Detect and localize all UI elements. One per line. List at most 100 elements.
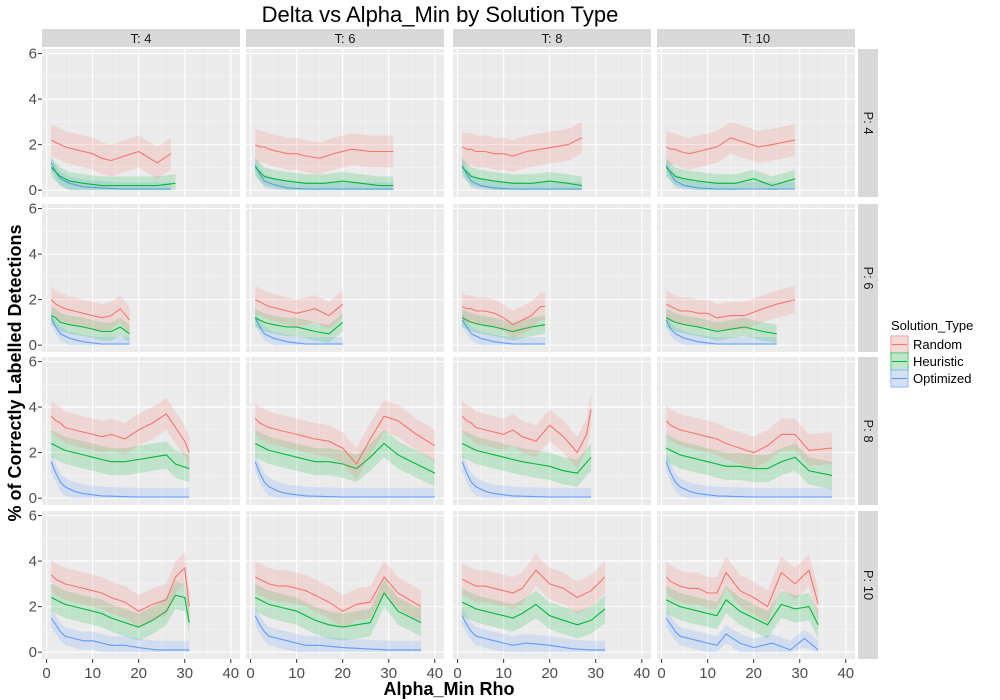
x-tick-label: 20 (130, 665, 147, 682)
series-line-random (461, 569, 606, 599)
row-strip-p6 (858, 204, 878, 352)
ribbon-optimized (462, 606, 605, 653)
ribbon-optimized (51, 311, 130, 346)
series-line-random (461, 305, 546, 326)
panel-background (246, 204, 444, 352)
panel-p10-t10 (657, 511, 855, 659)
series-line-optimized (461, 461, 592, 498)
x-tick-label: 0 (657, 665, 665, 682)
x-tick-label: 20 (541, 665, 558, 682)
panel-background (453, 49, 651, 197)
panel-background (246, 49, 444, 197)
y-tick-label: 4 (29, 91, 37, 108)
row-strip-label: P: 10 (861, 570, 876, 600)
legend: Solution_Type Random Heuristic Optimized (890, 318, 973, 388)
series-line-heuristic (254, 317, 344, 335)
ribbon-random (666, 404, 832, 469)
panel-p6-t10 (657, 204, 855, 352)
row-strip-label: P: 4 (861, 111, 876, 134)
column-strip-t4 (42, 29, 240, 47)
panel-p8-t10 (657, 357, 855, 505)
series-line-optimized (254, 164, 394, 190)
ribbon-random (666, 554, 819, 623)
panel-background (657, 204, 855, 352)
ribbon-random (462, 393, 592, 469)
legend-title: Solution_Type (891, 318, 973, 333)
ribbon-random (462, 292, 546, 339)
series-line-heuristic (50, 167, 176, 187)
ribbon-optimized (462, 158, 582, 191)
y-tick-label: 0 (29, 337, 37, 354)
ribbon-heuristic (255, 308, 343, 343)
ribbon-heuristic (666, 308, 777, 343)
x-tick-label: 30 (176, 665, 193, 682)
ribbon-heuristic (462, 429, 592, 487)
series-line-random (665, 420, 833, 454)
legend-entry-label: Heuristic (913, 354, 964, 369)
y-tick-label: 4 (29, 246, 37, 263)
series-line-heuristic (50, 315, 130, 335)
x-tick-label: 30 (380, 665, 397, 682)
series-line-random (665, 137, 796, 155)
series-line-optimized (461, 319, 546, 345)
ribbon-heuristic (462, 588, 605, 639)
series-line-optimized (665, 461, 832, 498)
ribbon-optimized (666, 608, 819, 653)
ribbon-optimized (255, 606, 421, 653)
ribbon-optimized (255, 452, 435, 499)
x-axis-title: Alpha_Min Rho (384, 679, 515, 699)
ribbon-optimized (51, 156, 171, 191)
y-tick-label: 4 (29, 553, 37, 570)
series-line-optimized (665, 319, 777, 345)
panel-background (42, 204, 240, 352)
panel-p4-t4 (42, 49, 240, 197)
series-line-optimized (50, 617, 190, 651)
ribbon-optimized (462, 313, 546, 346)
panel-p4-t6 (246, 49, 444, 197)
legend-entry-label: Optimized (913, 371, 972, 386)
panel-p8-t4 (42, 357, 240, 505)
ribbon-heuristic (51, 158, 176, 191)
ribbon-random (255, 286, 343, 330)
row-strip-label: P: 8 (861, 419, 876, 442)
series-line-heuristic (665, 167, 796, 187)
x-tick-label: 40 (837, 665, 854, 682)
series-line-random (50, 299, 130, 321)
panel-background (453, 357, 651, 505)
y-tick-label: 0 (29, 182, 37, 199)
panels-layer: T: 4 T: 6 T: 8 T: 10P: 4P: 6P: 8P: 10024602… (29, 29, 878, 682)
x-tick-label: 10 (288, 665, 305, 682)
ribbon-optimized (666, 313, 777, 346)
y-tick-label: 2 (29, 599, 37, 616)
ribbon-optimized (51, 452, 190, 499)
panel-background (42, 49, 240, 197)
series-line-heuristic (461, 317, 546, 333)
x-tick-label: 10 (699, 665, 716, 682)
series-line-random (254, 299, 344, 317)
column-strip-t8 (453, 29, 651, 47)
y-tick-label: 0 (29, 490, 37, 507)
series-line-heuristic (665, 317, 777, 335)
row-strip-p4 (858, 49, 878, 197)
series-line-heuristic (461, 443, 592, 474)
series-line-heuristic (50, 594, 190, 628)
chart-title: Delta vs Alpha_Min by Solution Type (262, 2, 619, 27)
ribbon-heuristic (51, 306, 130, 343)
series-line-optimized (665, 164, 796, 190)
x-tick-label: 40 (222, 665, 239, 682)
panel-background (42, 357, 240, 505)
x-tick-label: 40 (633, 665, 650, 682)
ribbon-random (462, 554, 605, 614)
y-tick-label: 2 (29, 137, 37, 154)
ribbon-random (255, 561, 421, 628)
ribbon-optimized (51, 608, 190, 653)
panel-p6-t6 (246, 204, 444, 352)
panel-background (657, 511, 855, 659)
row-strip-p10 (858, 511, 878, 659)
column-strip-label: T: 8 (542, 31, 563, 46)
series-line-random (50, 413, 190, 453)
x-tick-label: 30 (791, 665, 808, 682)
series-line-heuristic (461, 601, 606, 626)
series-line-optimized (254, 615, 421, 651)
series-line-random (254, 415, 436, 465)
